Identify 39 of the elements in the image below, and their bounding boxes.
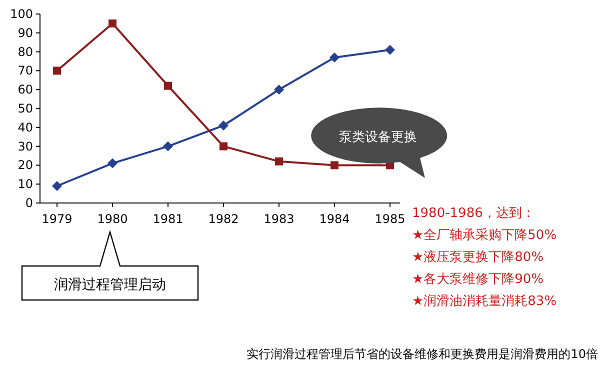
point bbox=[164, 82, 172, 90]
point bbox=[385, 44, 395, 55]
point bbox=[108, 19, 116, 28]
point bbox=[220, 142, 228, 150]
x-tick-label: 1981 bbox=[152, 212, 184, 226]
text: ★液压泵更换下降80% bbox=[412, 250, 544, 265]
y-tick-label: 10 bbox=[18, 177, 33, 192]
x-tick-label: 1979 bbox=[42, 212, 72, 226]
point bbox=[163, 141, 173, 152]
y-tick-label: 70 bbox=[18, 64, 33, 78]
y-tick-label: 30 bbox=[18, 139, 33, 154]
text: 1980-1986，达到： bbox=[412, 206, 535, 221]
y-tick-label: 40 bbox=[18, 120, 33, 134]
point bbox=[108, 158, 118, 168]
point bbox=[53, 66, 61, 75]
text: 润滑过程管理启动 bbox=[54, 277, 166, 293]
y-tick-label: 50 bbox=[18, 102, 33, 116]
y-tick-label: 80 bbox=[18, 44, 33, 59]
x-tick-label: 1983 bbox=[264, 212, 294, 226]
x-tick-label: 1982 bbox=[208, 212, 239, 226]
text: 实行润滑过程管理后节省的设备维修和更换费用是润滑费用的10倍 bbox=[246, 347, 598, 361]
point bbox=[218, 120, 228, 131]
point bbox=[330, 161, 338, 170]
point bbox=[274, 84, 284, 95]
y-tick-label: 60 bbox=[18, 82, 33, 97]
x-tick-label: 1984 bbox=[319, 212, 350, 226]
point bbox=[330, 52, 340, 62]
text: ★各大泵维修下降90% bbox=[412, 272, 544, 287]
text: ★润滑油消耗量消耗83% bbox=[412, 294, 557, 309]
text: ★全厂轴承采购下降50% bbox=[412, 228, 557, 243]
annotation: 泵类设备更换 bbox=[339, 130, 417, 145]
y-tick-label: 20 bbox=[18, 158, 33, 172]
point bbox=[275, 157, 283, 166]
x-tick-label: 1985 bbox=[374, 212, 406, 226]
x-tick-label: 1980 bbox=[97, 212, 128, 226]
y-tick-label: 100 bbox=[10, 7, 33, 21]
point bbox=[52, 180, 62, 191]
y-tick-label: 90 bbox=[18, 26, 33, 40]
y-tick-label: 0 bbox=[25, 196, 33, 210]
